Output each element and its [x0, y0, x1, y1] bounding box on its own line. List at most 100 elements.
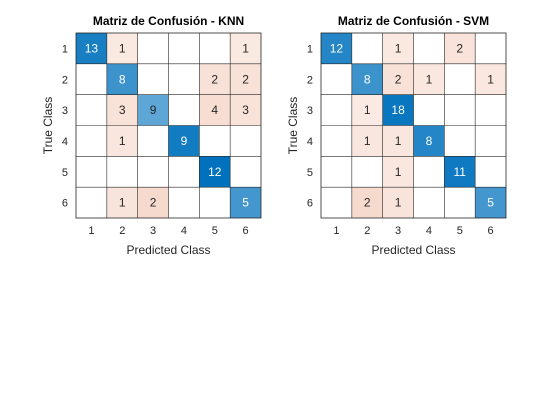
cell-value-label: 1 — [395, 41, 402, 55]
y-tick-label: 5 — [62, 167, 68, 179]
cell-value-label: 8 — [364, 72, 371, 86]
matrix-cell — [475, 187, 506, 218]
matrix-cell — [106, 94, 138, 126]
matrix-cell — [137, 156, 169, 188]
matrix-cell — [413, 187, 445, 218]
y-axis-label: True Class — [41, 97, 55, 155]
cell-value-label: 5 — [242, 196, 249, 210]
cell-value-label: 2 — [456, 41, 463, 55]
matrix-cell — [444, 33, 476, 64]
x-tick-label: 3 — [395, 225, 401, 237]
matrix-cell — [413, 33, 445, 64]
x-tick-label: 5 — [457, 225, 463, 237]
cell-value-label: 12 — [330, 41, 344, 55]
matrix-border — [320, 32, 507, 219]
chart-title: Matriz de Confusión - KNN — [93, 14, 244, 28]
matrix-cell — [137, 125, 169, 157]
matrix-cell — [321, 33, 352, 64]
matrix-cell — [475, 63, 506, 95]
matrix-cell — [230, 125, 261, 157]
matrix-cell — [413, 63, 445, 95]
cell-value-label: 1 — [487, 72, 494, 86]
cell-value-label: 2 — [211, 72, 218, 86]
matrix-cell — [168, 94, 200, 126]
matrix-cell — [475, 156, 506, 188]
cell-value-label: 1 — [364, 103, 371, 117]
cell-value-label: 2 — [364, 196, 371, 210]
matrix-cell — [413, 156, 445, 188]
cell-value-label: 4 — [211, 103, 218, 117]
cell-value-label: 1 — [395, 165, 402, 179]
matrix-cell — [321, 187, 352, 218]
cell-value-label: 3 — [119, 103, 126, 117]
matrix-cell — [199, 94, 231, 126]
y-tick-label: 6 — [307, 198, 313, 210]
y-axis-label: True Class — [286, 97, 300, 155]
matrix-cell — [321, 63, 352, 95]
matrix-cell — [351, 94, 383, 126]
cell-value-label: 12 — [208, 165, 222, 179]
matrix-cell — [76, 94, 107, 126]
matrix-cell — [382, 63, 414, 95]
matrix-cell — [168, 156, 200, 188]
matrix-cell — [230, 63, 261, 95]
x-tick-label: 1 — [88, 225, 94, 237]
matrix-cell — [475, 33, 506, 64]
matrix-cell — [137, 63, 169, 95]
matrix-cell — [137, 187, 169, 218]
matrix-cell — [76, 125, 107, 157]
cell-value-label: 18 — [391, 103, 405, 117]
matrix-cell — [106, 63, 138, 95]
x-tick-label: 2 — [364, 225, 370, 237]
matrix-cell — [76, 156, 107, 188]
cell-value-label: 11 — [454, 165, 467, 179]
matrix-cell — [230, 156, 261, 188]
cell-value-label: 2 — [150, 196, 157, 210]
cell-value-label: 5 — [487, 196, 494, 210]
y-tick-label: 3 — [62, 105, 68, 117]
cell-value-label: 2 — [395, 72, 402, 86]
matrix-cell — [475, 125, 506, 157]
matrix-cell — [168, 63, 200, 95]
matrix-cell — [106, 33, 138, 64]
cell-value-label: 3 — [242, 103, 249, 117]
x-axis-label: Predicted Class — [371, 243, 455, 257]
matrix-cell — [168, 187, 200, 218]
matrix-cell — [382, 156, 414, 188]
y-tick-label: 4 — [62, 136, 68, 148]
matrix-cell — [444, 125, 476, 157]
y-tick-label: 4 — [307, 136, 313, 148]
matrix-cell — [168, 125, 200, 157]
matrix-cell — [351, 187, 383, 218]
matrix-cell — [475, 94, 506, 126]
cell-value-label: 1 — [119, 196, 126, 210]
matrix-cell — [199, 63, 231, 95]
y-tick-label: 2 — [307, 74, 313, 86]
matrix-cell — [230, 94, 261, 126]
cell-value-label: 1 — [395, 134, 402, 148]
cell-value-label: 1 — [119, 134, 126, 148]
matrix-cell — [168, 33, 200, 64]
matrix-cell — [230, 187, 261, 218]
x-tick-label: 4 — [181, 225, 187, 237]
matrix-cell — [76, 63, 107, 95]
matrix-cell — [444, 63, 476, 95]
matrix-cell — [321, 156, 352, 188]
cell-value-label: 13 — [85, 41, 99, 55]
chart-title: Matriz de Confusión - SVM — [338, 14, 489, 28]
matrix-cell — [444, 94, 476, 126]
matrix-cell — [137, 94, 169, 126]
matrix-cell — [413, 94, 445, 126]
matrix-cell — [230, 33, 261, 64]
x-tick-label: 6 — [488, 225, 494, 237]
cell-value-label: 1 — [426, 72, 433, 86]
matrix-cell — [76, 33, 107, 64]
matrix-cell — [382, 94, 414, 126]
cell-value-label: 9 — [150, 103, 157, 117]
matrix-cell — [106, 156, 138, 188]
matrix-cell — [199, 187, 231, 218]
matrix-cell — [137, 33, 169, 64]
